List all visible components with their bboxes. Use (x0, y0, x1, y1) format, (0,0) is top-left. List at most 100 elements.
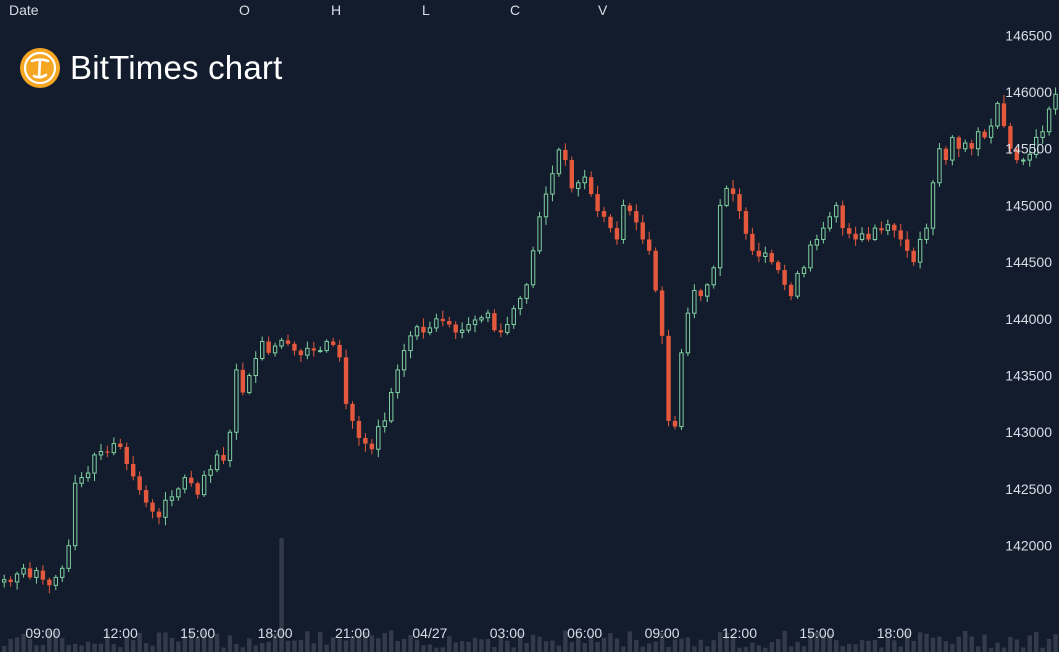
volume-bar (937, 636, 942, 652)
time-axis: 09:00 12:00 15:00 18:00 21:00 04/27 03:00 06:00… (25, 625, 912, 641)
candle-body (724, 187, 729, 206)
candle-body (982, 131, 987, 138)
candle (485, 309, 491, 323)
volume-bar (659, 633, 665, 652)
candle (685, 307, 691, 357)
candle-body (801, 267, 807, 274)
time-tick-label: 12:00 (722, 625, 757, 641)
time-tick-label: 18:00 (258, 625, 293, 641)
candle-body (292, 343, 297, 351)
volume-bar (492, 646, 497, 652)
candle-body (330, 341, 336, 345)
candle (827, 211, 832, 232)
candle (530, 246, 536, 289)
volume-bar (214, 633, 220, 652)
volume-bar (47, 630, 52, 652)
candle (640, 214, 645, 245)
volume-bar (582, 643, 587, 652)
candle (679, 349, 684, 430)
candle-body (776, 262, 781, 271)
candle-body (769, 253, 774, 263)
candle (988, 118, 994, 144)
candle-body (750, 233, 755, 251)
price-tick-label: 145000 (1005, 197, 1052, 213)
candle-body (963, 142, 968, 150)
volume-bar (356, 635, 362, 652)
candle (253, 351, 258, 383)
candle-body (266, 341, 271, 353)
candle (859, 227, 865, 242)
volume-bar (143, 643, 149, 652)
date-label: Date (9, 2, 39, 18)
candle (292, 341, 297, 356)
candle-body (943, 148, 949, 161)
candle-body (214, 454, 220, 471)
candle-body (808, 244, 813, 269)
volume-bar (866, 640, 871, 652)
volume-bar (414, 639, 420, 652)
candle-body (937, 148, 942, 184)
candle-body (408, 335, 413, 352)
close-label: C (510, 2, 521, 18)
candle-body (595, 194, 600, 212)
candle (518, 295, 523, 316)
candle (434, 313, 439, 332)
volume-bar (672, 639, 678, 652)
candle-body (511, 308, 516, 326)
candle-body (66, 545, 71, 569)
candle-body (814, 238, 820, 246)
candle-body (917, 238, 923, 263)
candle-body (466, 324, 471, 331)
candle-body (2, 579, 7, 583)
volume-bar (995, 642, 1000, 652)
candle-body (840, 205, 845, 229)
candle (201, 470, 207, 497)
volume-bar (292, 640, 297, 652)
volume-bar (930, 637, 936, 652)
candle-body (337, 344, 342, 358)
volume-bar (563, 630, 568, 652)
volume-bar (350, 636, 355, 652)
volume-bar (963, 630, 968, 652)
candle (79, 472, 84, 488)
candle-body (737, 194, 742, 212)
candle-body (427, 327, 433, 333)
volume-bar (595, 641, 600, 652)
candle (330, 337, 336, 347)
volume-bar (66, 644, 71, 652)
volume-bar (698, 639, 703, 652)
candle-body (318, 350, 323, 353)
candle-body (131, 463, 136, 477)
open-label: O (239, 2, 250, 18)
candle-body (1014, 148, 1020, 161)
price-tick-label: 143500 (1005, 368, 1052, 384)
candle-body (911, 250, 916, 263)
candles (2, 87, 1058, 594)
candle-body (530, 250, 536, 286)
volume-bar (498, 638, 504, 652)
candle-body (272, 345, 278, 354)
candle (447, 316, 452, 328)
candle (47, 577, 52, 594)
high-label: H (331, 2, 342, 18)
volume-bar (724, 632, 729, 652)
volume-bar (1046, 638, 1052, 652)
candle-body (550, 173, 555, 195)
volume-bar (524, 642, 529, 652)
volume-bar (943, 641, 949, 652)
candle-body (898, 230, 903, 240)
candle (666, 329, 671, 427)
time-tick-label: 18:00 (877, 625, 912, 641)
volume-bar (814, 631, 820, 652)
candle-body (440, 318, 445, 322)
candle (672, 416, 678, 430)
candle (2, 574, 7, 588)
candle (872, 224, 878, 242)
candle-body (859, 233, 865, 240)
candle-body (763, 252, 768, 257)
candle (905, 231, 910, 258)
candle-body (866, 233, 871, 240)
time-tick-label: 03:00 (490, 625, 525, 641)
candle (453, 321, 458, 340)
volume-bar (808, 633, 813, 652)
